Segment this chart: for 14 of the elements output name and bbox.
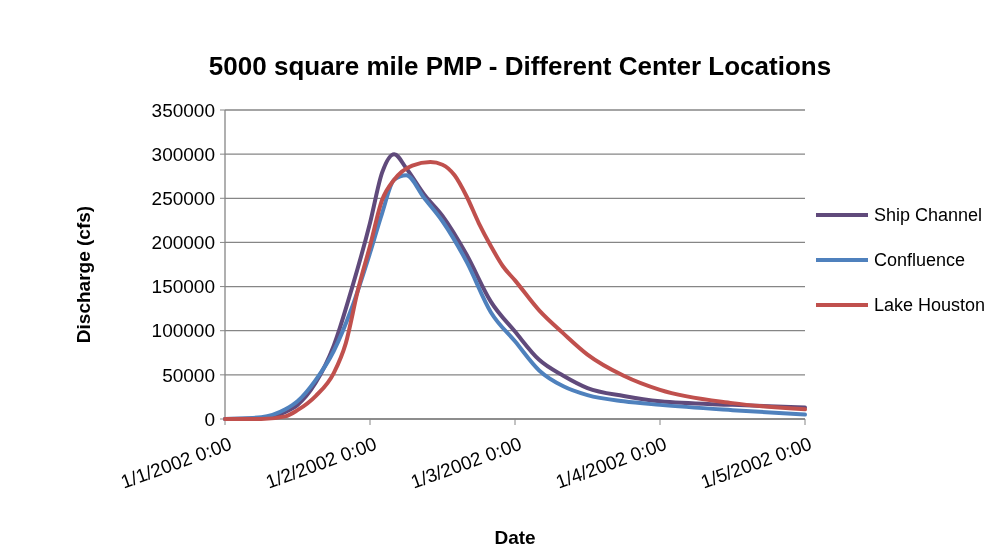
legend-label: Lake Houston (874, 295, 986, 316)
legend-label: Ship Channel (874, 205, 983, 226)
y-tick-label: 350000 (151, 99, 215, 121)
x-axis-title: Date (494, 527, 536, 548)
y-tick-label: 150000 (151, 276, 215, 298)
chart-title: 5000 square mile PMP - Different Center Locations (208, 51, 832, 81)
y-tick-label: 0 (204, 408, 215, 430)
y-tick-label: 200000 (151, 232, 215, 254)
y-tick-label: 50000 (162, 364, 215, 386)
y-tick-label: 100000 (151, 320, 215, 342)
y-axis-title: Discharge (cfs) (73, 205, 94, 344)
y-tick-label: 250000 (151, 187, 215, 209)
legend-label: Confluence (874, 250, 966, 271)
y-tick-label: 300000 (151, 143, 215, 165)
